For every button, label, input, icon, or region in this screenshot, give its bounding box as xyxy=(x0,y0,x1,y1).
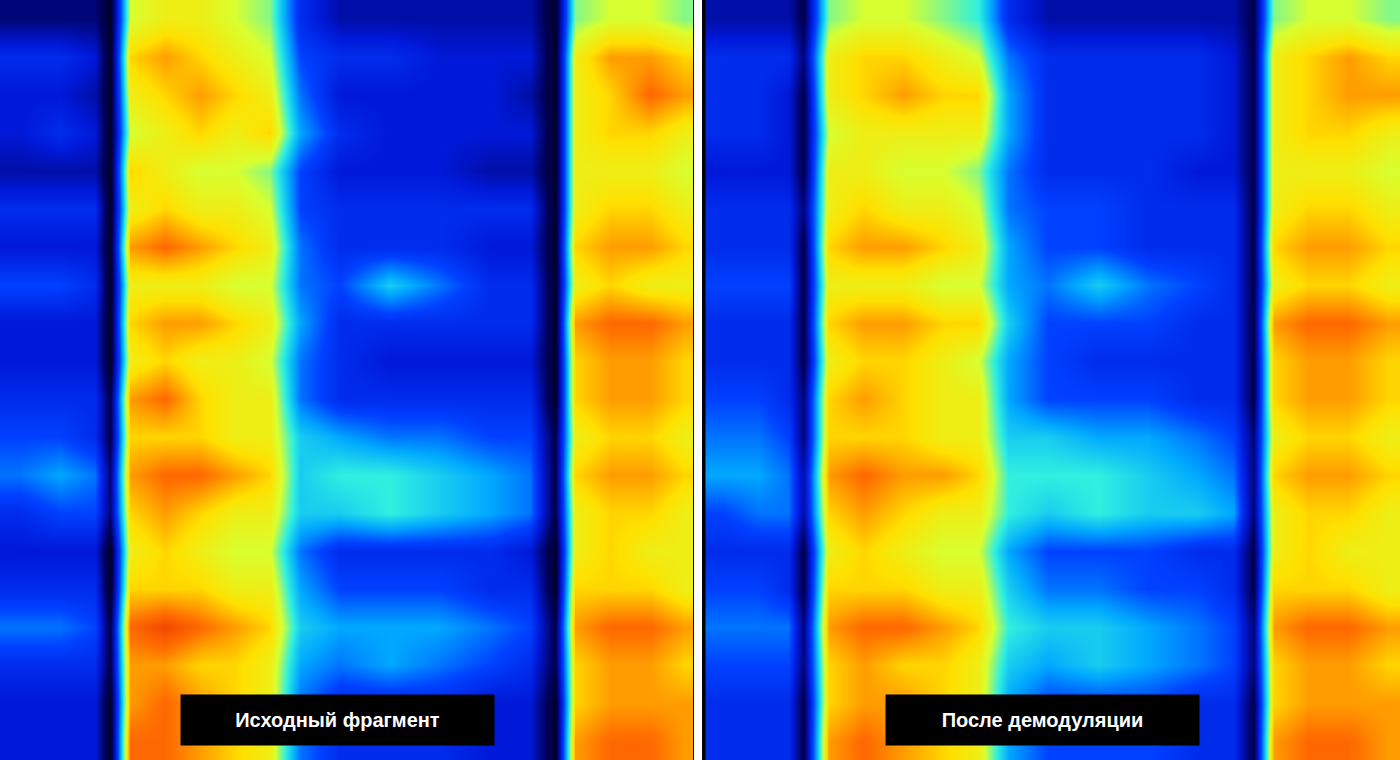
svg-text:После демодуляции: После демодуляции xyxy=(942,709,1144,731)
svg-text:Исходный фрагмент: Исходный фрагмент xyxy=(235,709,440,731)
